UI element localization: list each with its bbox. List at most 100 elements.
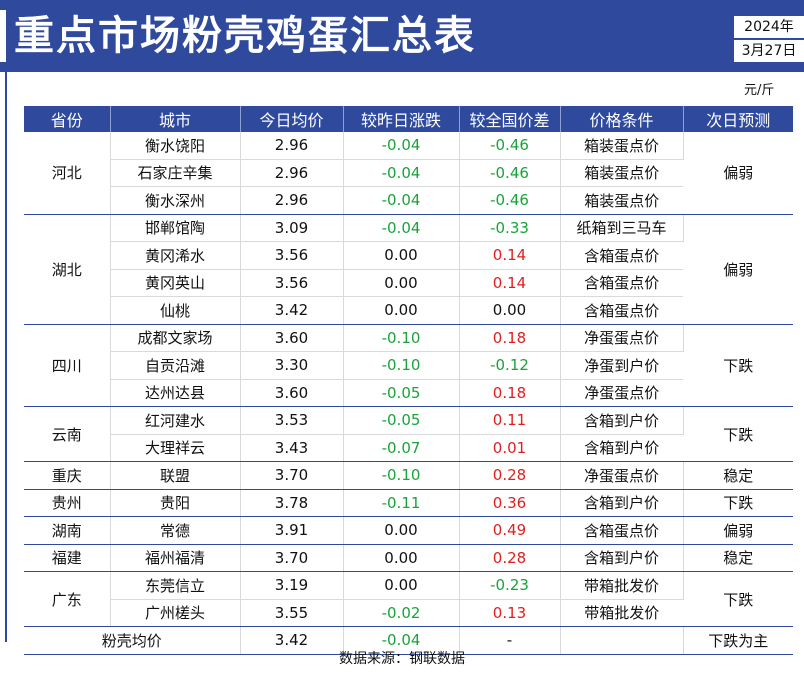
change-cell: 0.00: [343, 571, 460, 600]
condition-cell: 含箱到户价: [560, 434, 683, 462]
city-cell: 联盟: [110, 461, 241, 490]
city-cell: 贵阳: [110, 489, 241, 517]
change-cell: -0.04: [343, 186, 460, 215]
change-cell: 0.00: [343, 296, 460, 325]
table-row: 广东 东莞信立 3.19 0.00 -0.23 带箱批发价 下跌: [24, 571, 793, 627]
left-accent-line: [5, 72, 7, 642]
condition-cell: 纸箱到三马车: [560, 214, 684, 242]
table-row: 云南 红河建水 3.53 -0.05 0.11 含箱到户价 下跌: [24, 406, 793, 462]
change-cell: -0.10: [343, 351, 460, 380]
page-title: 重点市场粉壳鸡蛋汇总表: [14, 13, 476, 59]
table-row: 衡水深州 2.96 -0.04 -0.46 箱装蛋点价: [24, 186, 793, 215]
city-cell: 达州达县: [110, 379, 241, 407]
city-cell: 自贡沿滩: [110, 351, 241, 380]
condition-cell: 箱装蛋点价: [560, 159, 683, 187]
diff-cell: 0.18: [459, 324, 561, 352]
change-cell: 0.00: [343, 241, 460, 270]
table-row: 四川 成都文家场 3.60 -0.10 0.18 净蛋蛋点价 下跌: [24, 324, 793, 407]
condition-cell: 含箱蛋点价: [560, 296, 683, 325]
table-row: 自贡沿滩 3.30 -0.10 -0.12 净蛋到户价: [24, 351, 793, 380]
province-cell: 重庆: [24, 461, 111, 490]
city-cell: 福州福清: [110, 544, 241, 572]
condition-cell: 含箱蛋点价: [560, 241, 683, 270]
forecast-cell: 偏弱: [683, 516, 793, 545]
province-cell: 云南: [24, 406, 111, 462]
condition-cell: 含箱蛋点价: [560, 269, 683, 297]
average-row: 粉壳均价 3.42 -0.04- 下跌为主: [24, 626, 793, 655]
change-cell: 0.00: [343, 544, 460, 572]
report-year: 2024年: [734, 16, 804, 38]
diff-cell: 0.18: [459, 379, 561, 407]
forecast-cell: 下跌: [683, 489, 793, 517]
diff-cell: -0.12: [459, 351, 561, 380]
province-cell: 福建: [24, 544, 111, 572]
city-cell: 东莞信立: [110, 571, 241, 600]
city-cell: 成都文家场: [110, 324, 241, 352]
table-row: 福建 福州福清 3.70 0.00 0.28 含箱到户价 稳定: [24, 544, 793, 572]
city-cell: 邯郸馆陶: [110, 214, 241, 242]
price-cell: 3.70: [240, 544, 344, 572]
condition-cell: 净蛋到户价: [560, 351, 683, 380]
average-change: -0.04: [343, 626, 460, 655]
data-source-note: 数据来源：钢联数据: [339, 651, 465, 667]
diff-cell: 0.28: [459, 461, 561, 490]
price-cell: 3.55: [240, 599, 344, 627]
change-cell: -0.04: [343, 214, 460, 242]
condition-cell: 含箱蛋点价: [560, 516, 684, 545]
price-cell: 3.78: [240, 489, 344, 517]
table-row: 达州达县 3.60 -0.05 0.18 净蛋蛋点价: [24, 379, 793, 407]
table-row: 大理祥云 3.43 -0.07 0.01 含箱到户价: [24, 434, 793, 462]
province-cell: 四川: [24, 324, 111, 407]
diff-cell: -0.46: [459, 186, 561, 215]
city-cell: 常德: [110, 516, 241, 545]
forecast-cell: 下跌: [683, 406, 793, 462]
diff-cell: 0.11: [459, 406, 561, 435]
change-cell: -0.04: [343, 159, 460, 187]
province-cell: 湖北: [24, 214, 111, 325]
table-header-row: 省份 城市 今日均价 较昨日涨跌 较全国价差 价格条件 次日预测: [24, 106, 793, 132]
condition-cell: 箱装蛋点价: [560, 186, 683, 215]
condition-cell: 净蛋蛋点价: [560, 324, 684, 352]
price-cell: 3.70: [240, 461, 344, 490]
change-cell: -0.10: [343, 324, 460, 352]
average-price: 3.42: [240, 626, 344, 655]
condition-cell: 含箱到户价: [560, 544, 684, 572]
change-cell: 0.00: [343, 269, 460, 297]
col-header-city: 城市: [110, 106, 241, 132]
col-header-condition: 价格条件: [560, 106, 684, 132]
average-condition: [560, 626, 684, 655]
change-cell: -0.05: [343, 379, 460, 407]
report-date: 3月27日: [734, 40, 804, 62]
diff-cell: 0.36: [459, 489, 561, 517]
city-cell: 衡水饶阳: [110, 132, 241, 160]
city-cell: 黄冈英山: [110, 269, 241, 297]
price-cell: 3.43: [240, 434, 344, 462]
table-row: 湖北 邯郸馆陶 3.09 -0.04 -0.33 纸箱到三马车 偏弱: [24, 214, 793, 325]
change-cell: 0.00: [343, 516, 460, 545]
province-cell: 湖南: [24, 516, 111, 545]
city-cell: 大理祥云: [110, 434, 241, 462]
forecast-cell: 下跌: [683, 324, 793, 407]
table-row: 湖南 常德 3.91 0.00 0.49 含箱蛋点价 偏弱: [24, 516, 793, 545]
col-header-province: 省份: [24, 106, 111, 132]
price-cell: 2.96: [240, 186, 344, 215]
table-row: 黄冈浠水 3.56 0.00 0.14 含箱蛋点价: [24, 241, 793, 270]
condition-cell: 净蛋蛋点价: [560, 379, 683, 407]
table-row: 石家庄辛集 2.96 -0.04 -0.46 箱装蛋点价: [24, 159, 793, 187]
col-header-forecast: 次日预测: [683, 106, 793, 132]
city-cell: 衡水深州: [110, 186, 241, 215]
col-header-price: 今日均价: [240, 106, 344, 132]
price-cell: 2.96: [240, 159, 344, 187]
price-cell: 3.09: [240, 214, 344, 242]
price-cell: 3.30: [240, 351, 344, 380]
diff-cell: 0.14: [459, 241, 561, 270]
province-cell: 贵州: [24, 489, 111, 517]
diff-cell: -0.23: [459, 571, 561, 600]
diff-cell: 0.14: [459, 269, 561, 297]
condition-cell: 含箱到户价: [560, 489, 684, 517]
unit-label: 元/斤: [744, 83, 775, 98]
title-banner: 重点市场粉壳鸡蛋汇总表: [0, 0, 804, 72]
city-cell: 黄冈浠水: [110, 241, 241, 270]
diff-cell: 0.00: [459, 296, 561, 325]
change-cell: -0.05: [343, 406, 460, 435]
